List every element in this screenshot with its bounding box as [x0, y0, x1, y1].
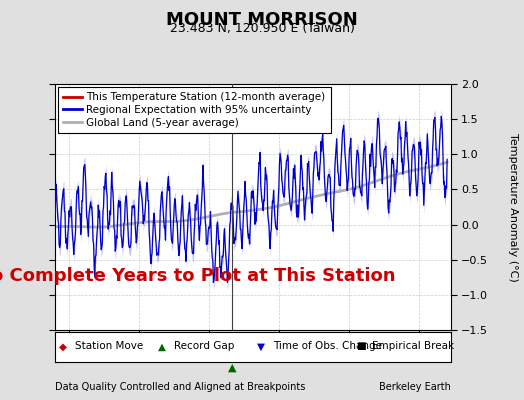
Text: Data Quality Controlled and Aligned at Breakpoints: Data Quality Controlled and Aligned at B… — [55, 382, 305, 392]
Text: ▲: ▲ — [228, 363, 236, 373]
Text: Time of Obs. Change: Time of Obs. Change — [272, 341, 381, 351]
Text: ▼: ▼ — [257, 341, 265, 351]
Text: Record Gap: Record Gap — [173, 341, 234, 351]
Text: ▲: ▲ — [158, 341, 166, 351]
Text: No Complete Years to Plot at This Station: No Complete Years to Plot at This Statio… — [0, 267, 395, 285]
Text: ■: ■ — [356, 341, 365, 351]
Text: Empirical Break: Empirical Break — [372, 341, 454, 351]
Text: MOUNT MORRISON: MOUNT MORRISON — [166, 11, 358, 29]
Text: Berkeley Earth: Berkeley Earth — [379, 382, 451, 392]
Text: Station Move: Station Move — [75, 341, 143, 351]
Y-axis label: Temperature Anomaly (°C): Temperature Anomaly (°C) — [508, 133, 518, 281]
Legend: This Temperature Station (12-month average), Regional Expectation with 95% uncer: This Temperature Station (12-month avera… — [58, 87, 331, 133]
Text: 23.483 N, 120.950 E (Taiwan): 23.483 N, 120.950 E (Taiwan) — [170, 22, 354, 35]
Text: ◆: ◆ — [59, 341, 67, 351]
